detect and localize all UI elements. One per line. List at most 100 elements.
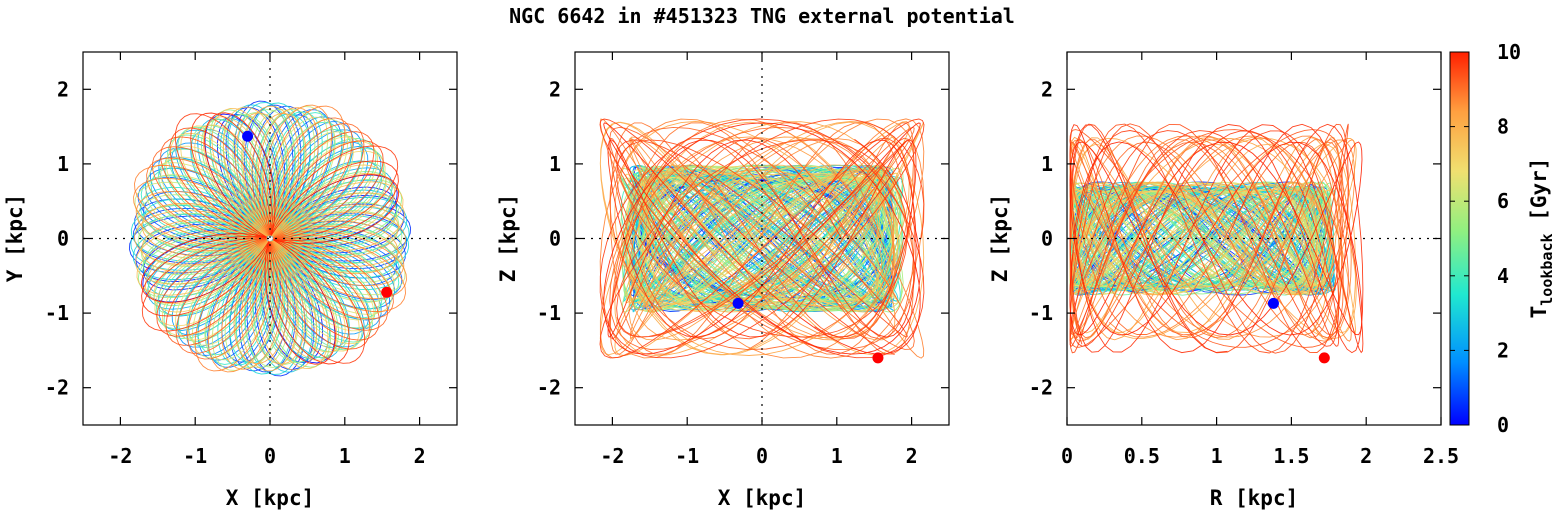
orbit-segment [134, 105, 406, 372]
y-tick-label: 2 [57, 77, 69, 101]
colorbar-tick-label: 6 [1497, 189, 1509, 213]
orbit-segment [1069, 139, 1355, 338]
orbit-segment [141, 112, 399, 365]
zero-axes [83, 52, 457, 425]
orbit-segment [133, 104, 407, 373]
orbit-segment [141, 112, 399, 365]
orbit-segment [134, 105, 406, 372]
colorbar-gradient [1449, 51, 1470, 426]
x-tick-label: 0.5 [1124, 444, 1160, 468]
colorbar-tick-label: 4 [1497, 264, 1509, 288]
orbit-segment [629, 137, 895, 340]
orbit-segment [1069, 190, 1325, 287]
x-tick-label: -2 [600, 444, 624, 468]
x-tick-label: 1 [339, 444, 351, 468]
colorbar-label-main: T [1527, 306, 1551, 319]
x-tick-labels: 0 0.5 1 1.5 2 2.5 [1061, 444, 1459, 468]
colorbar: 0 2 4 6 8 10 Tlookback [Gyr] [1449, 40, 1553, 437]
tick-marks [575, 52, 949, 425]
present-position-marker [732, 297, 744, 309]
y-tick-label: 1 [1041, 152, 1053, 176]
orbit-segment [136, 108, 404, 369]
x-axis-label: R [kpc] [1210, 486, 1299, 510]
orbit-segment [137, 109, 403, 368]
colorbar-tick-label: 10 [1497, 40, 1521, 64]
y-tick-labels: -2 -1 0 1 2 [537, 77, 561, 399]
x-tick-label: 2 [1360, 444, 1372, 468]
y-tick-label: 1 [549, 152, 561, 176]
initial-position-marker [872, 352, 884, 364]
orbit-segment [1069, 191, 1325, 287]
y-tick-label: 0 [549, 227, 561, 251]
present-position-marker [1267, 297, 1279, 309]
tick-marks [83, 52, 457, 425]
orbit-segment [1069, 141, 1363, 336]
colorbar-ticks: 0 2 4 6 8 10 [1450, 40, 1521, 437]
y-tick-label: 1 [57, 152, 69, 176]
figure-title: NGC 6642 in #451323 TNG external potenti… [509, 4, 1015, 28]
x-tick-label: 2 [414, 444, 426, 468]
orbit-segment [616, 139, 908, 338]
orbit-trajectory [599, 118, 925, 359]
orbit-segment [145, 116, 395, 361]
orbit-segment [156, 127, 384, 350]
colorbar-label-sub: lookback [1538, 233, 1553, 305]
orbit-segment [1069, 123, 1364, 354]
panel-xz: -2 -1 0 1 2 -2 -1 0 1 2 X [kpc] Z [kpc] [496, 51, 950, 510]
orbit-segment [145, 116, 395, 361]
x-axis-label: X [kpc] [226, 486, 315, 510]
y-tick-label: -2 [1029, 376, 1053, 400]
y-tick-label: -1 [1029, 301, 1053, 325]
orbit-segment [151, 123, 389, 354]
initial-position-marker [1318, 352, 1330, 364]
orbit-segment [135, 107, 405, 370]
y-tick-labels: -2 -1 0 1 2 [1029, 77, 1053, 399]
y-tick-label: 0 [57, 227, 69, 251]
orbit-segment [1069, 130, 1340, 348]
present-position-marker [242, 130, 254, 142]
orbit-segment [1069, 184, 1334, 293]
x-tick-labels: -2 -1 0 1 2 [108, 444, 425, 468]
x-tick-label: 1.5 [1273, 444, 1309, 468]
y-tick-label: 2 [1041, 77, 1053, 101]
orbit-segment [626, 172, 898, 305]
orbit-segment [160, 131, 380, 346]
y-tick-label: -2 [537, 376, 561, 400]
y-axis-label: Y [kpc] [3, 194, 27, 283]
y-tick-label: -1 [45, 301, 69, 325]
y-axis-label: Z [kpc] [496, 194, 520, 283]
orbit-segment [609, 137, 915, 340]
orbit-segment [1069, 182, 1332, 295]
orbit-trajectory [128, 100, 412, 377]
x-tick-label: 0 [756, 444, 768, 468]
x-tick-label: 1 [831, 444, 843, 468]
y-tick-label: -1 [537, 301, 561, 325]
orbit-segment [603, 122, 921, 355]
colorbar-label-unit: [Gyr] [1527, 158, 1551, 234]
colorbar-label: Tlookback [Gyr] [1527, 158, 1553, 319]
y-tick-label: 2 [549, 77, 561, 101]
orbit-segment [1069, 129, 1349, 348]
orbit-segment [643, 171, 881, 306]
orbit-segment [628, 136, 896, 341]
tick-marks [1066, 52, 1442, 425]
x-tick-label: 2 [906, 444, 918, 468]
panel-rz: 0 0.5 1 1.5 2 2.5 -2 -1 0 1 2 R [kpc] Z [kpc] [988, 51, 1459, 510]
orbit-segment [161, 132, 379, 345]
orbit-segment [146, 117, 394, 360]
colorbar-tick-label: 2 [1497, 338, 1509, 362]
orbit-segment [145, 116, 395, 361]
x-tick-label: 0 [1061, 444, 1073, 468]
y-tick-labels: -2 -1 0 1 2 [45, 77, 69, 399]
x-tick-label: 0 [264, 444, 276, 468]
x-tick-label: -1 [675, 444, 699, 468]
orbit-segment [155, 126, 385, 351]
orbit-segment [609, 126, 915, 351]
orbit-segment [160, 131, 380, 346]
orbit-segment [599, 121, 925, 356]
x-tick-label: 1 [1211, 444, 1223, 468]
initial-position-marker [381, 286, 393, 298]
x-tick-labels: -2 -1 0 1 2 [600, 444, 917, 468]
x-tick-label: 2.5 [1423, 444, 1459, 468]
colorbar-tick-label: 8 [1497, 115, 1509, 139]
